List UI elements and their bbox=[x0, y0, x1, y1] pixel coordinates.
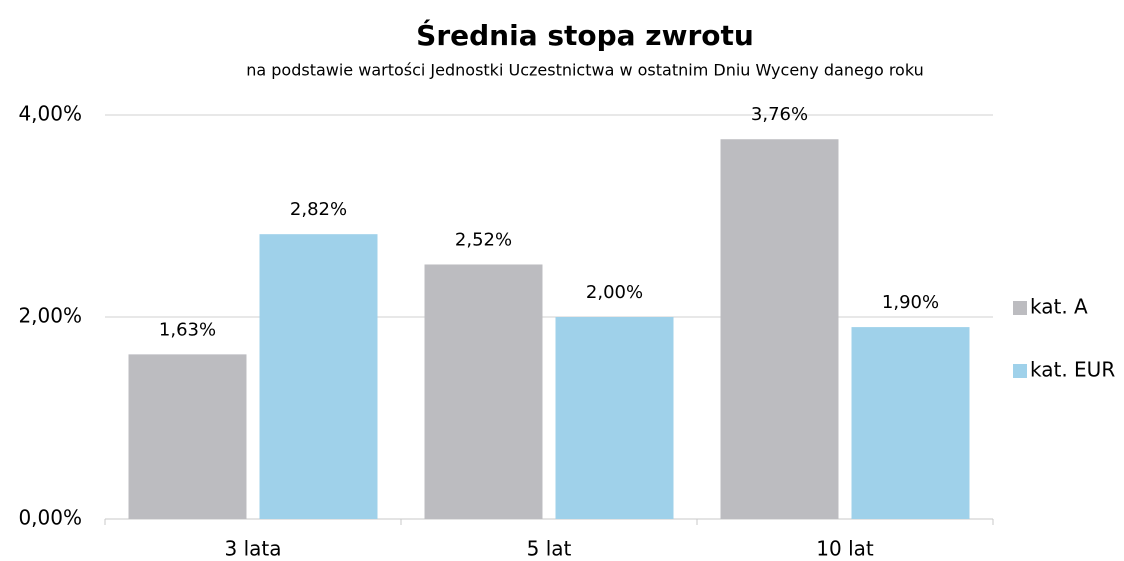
bar bbox=[720, 139, 839, 520]
x-tick-label: 5 lat bbox=[527, 537, 572, 561]
bar bbox=[851, 327, 970, 519]
legend-label: kat. A bbox=[1030, 295, 1088, 319]
legend-swatch bbox=[1013, 364, 1027, 378]
y-tick-label: 2,00% bbox=[18, 304, 82, 328]
bar bbox=[259, 234, 378, 519]
legend-label: kat. EUR bbox=[1030, 358, 1115, 382]
y-tick-label: 0,00% bbox=[18, 506, 82, 530]
x-tick-label: 10 lat bbox=[816, 537, 874, 561]
legend-swatch bbox=[1013, 301, 1027, 315]
value-label: 2,82% bbox=[290, 199, 347, 220]
bar bbox=[555, 317, 674, 519]
value-label: 2,52% bbox=[455, 229, 512, 250]
value-label: 2,00% bbox=[586, 282, 643, 303]
bar bbox=[128, 354, 247, 519]
y-tick-label: 4,00% bbox=[18, 102, 82, 126]
x-tick-label: 3 lata bbox=[225, 537, 282, 561]
value-label: 1,63% bbox=[159, 319, 216, 340]
bar bbox=[424, 264, 543, 519]
value-label: 3,76% bbox=[751, 104, 808, 125]
chart-title: Średnia stopa zwrotu bbox=[416, 18, 754, 52]
chart-subtitle: na podstawie wartości Jednostki Uczestni… bbox=[246, 61, 924, 80]
value-label: 1,90% bbox=[882, 292, 939, 313]
